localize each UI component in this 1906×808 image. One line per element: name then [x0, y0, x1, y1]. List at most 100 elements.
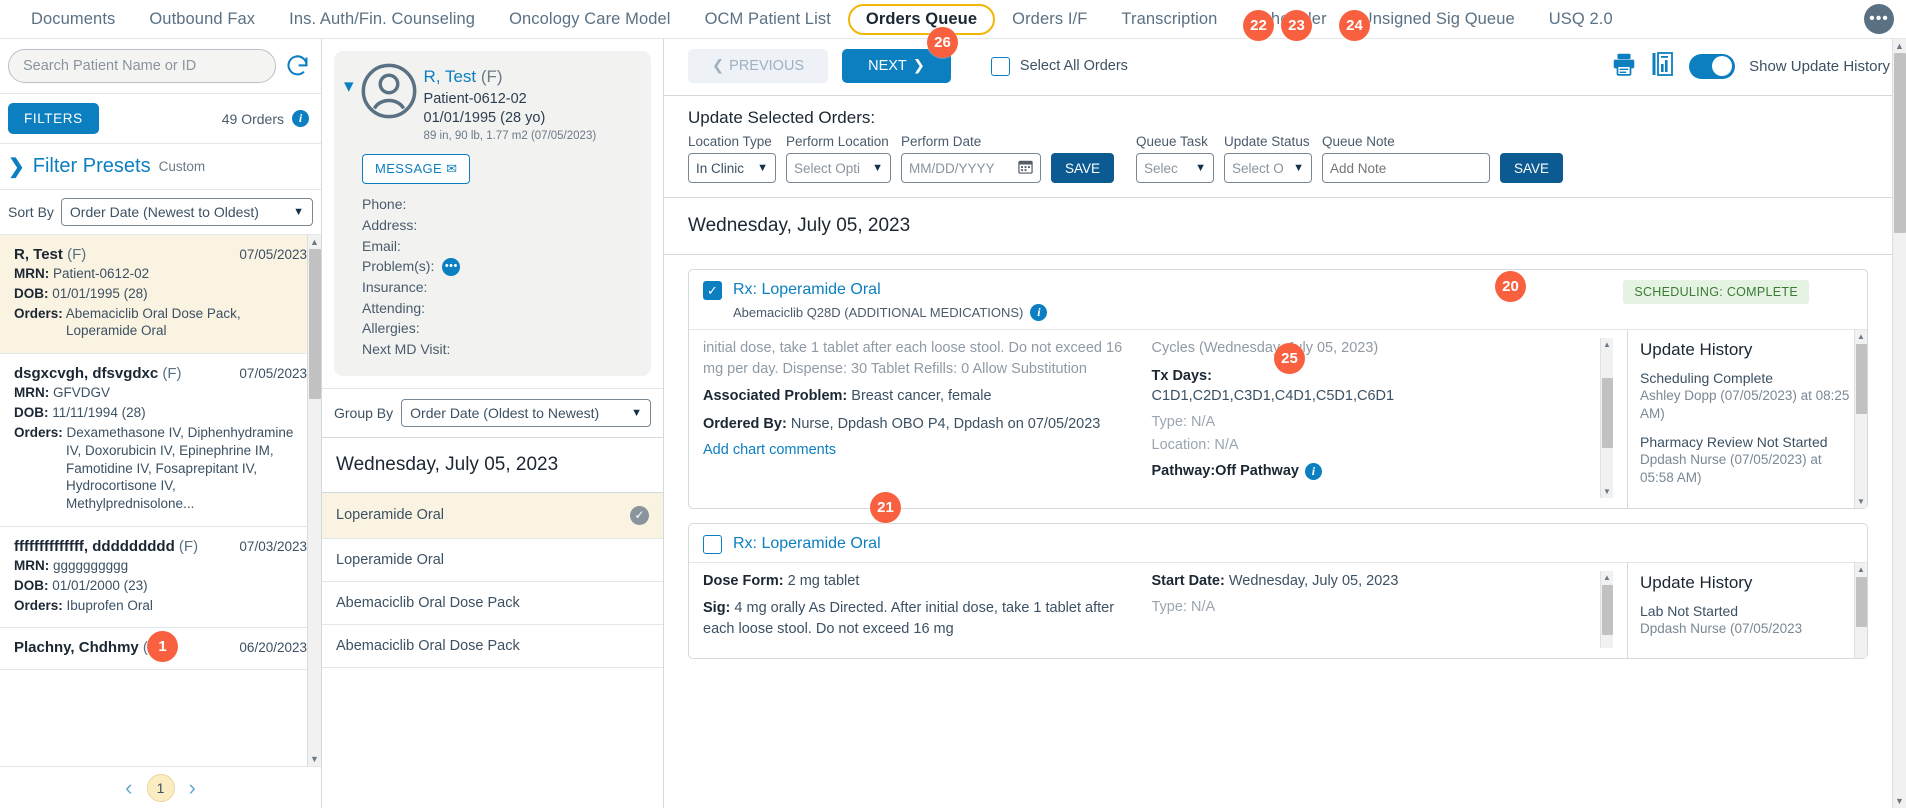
patient-name: ffffffffffffff, ddddddddd (F): [14, 538, 198, 555]
order-checkbox[interactable]: [703, 534, 722, 554]
nav-item-ins-auth[interactable]: Ins. Auth/Fin. Counseling: [289, 9, 476, 28]
patient-list-scrollbar[interactable]: ▲ ▼: [307, 235, 321, 766]
refresh-icon[interactable]: [284, 53, 311, 80]
nav-item-oncology-care-model[interactable]: Oncology Care Model: [509, 9, 671, 28]
order-checkbox[interactable]: ✓: [703, 281, 722, 300]
sort-by-select[interactable]: Order Date (Newest to Oldest) ▼: [60, 198, 313, 226]
filters-button[interactable]: FILTERS: [8, 103, 99, 134]
perform-date-input[interactable]: MM/DD/YYYY: [901, 153, 1041, 183]
orders-main-panel: ❮ PREVIOUS NEXT ❯ Select All Orders: [664, 39, 1906, 808]
queue-note-input[interactable]: [1322, 153, 1491, 183]
info-icon[interactable]: i: [1030, 304, 1048, 321]
mid-order-item[interactable]: Loperamide Oral ✓: [322, 492, 663, 539]
update-history-scrollbar[interactable]: ▲: [1854, 562, 1867, 659]
main-scrollbar[interactable]: ▲ ▼: [1892, 39, 1906, 808]
nav-item-transcription[interactable]: Transcription: [1121, 9, 1218, 28]
location-type-field: Location Type In Clinic ▼: [688, 134, 776, 183]
save-button-left[interactable]: SAVE: [1051, 153, 1115, 183]
patient-list-item[interactable]: dsgxcvgh, dfsvgdxc (F) 07/05/2023 MRN: G…: [0, 354, 321, 527]
calendar-icon[interactable]: [1018, 159, 1033, 177]
problems-more-icon[interactable]: •••: [442, 257, 461, 276]
save-button-right[interactable]: SAVE: [1500, 153, 1564, 183]
scroll-up-icon[interactable]: ▲: [1603, 340, 1611, 349]
perform-location-select[interactable]: Select Opti ▼: [786, 153, 891, 183]
order-type: Type: N/A: [1152, 412, 1587, 433]
scroll-up-icon[interactable]: ▲: [1857, 332, 1865, 341]
printer-icon[interactable]: [1611, 51, 1637, 82]
scroll-down-icon[interactable]: ▼: [310, 754, 319, 764]
add-chart-comments-link[interactable]: Add chart comments: [703, 442, 836, 459]
nav-item-ocm-patient-list[interactable]: OCM Patient List: [704, 9, 831, 28]
search-input[interactable]: [8, 49, 276, 83]
order-detail-scrollbar[interactable]: ▲ ▼: [1600, 338, 1613, 498]
more-options-icon[interactable]: •••: [1864, 4, 1894, 34]
chevron-right-icon[interactable]: ❯: [8, 156, 25, 178]
scroll-down-icon[interactable]: ▼: [1857, 496, 1865, 506]
perform-date-value: MM/DD/YYYY: [909, 160, 995, 176]
previous-button[interactable]: ❮ PREVIOUS: [688, 49, 829, 83]
patient-list-item[interactable]: R, Test (F) 07/05/2023 MRN: Patient-0612…: [0, 235, 321, 355]
group-by-select[interactable]: Order Date (Oldest to Newest) ▼: [401, 398, 651, 427]
order-detail-scrollbar[interactable]: ▲: [1600, 570, 1613, 649]
show-update-history-toggle[interactable]: [1689, 53, 1736, 79]
mid-order-item[interactable]: Abemaciclib Oral Dose Pack: [322, 625, 663, 668]
select-all-label: Select All Orders: [1019, 58, 1128, 74]
scroll-up-icon[interactable]: ▲: [310, 237, 319, 247]
pagination: ‹ 1 ›: [0, 766, 321, 808]
info-icon[interactable]: i: [1304, 462, 1322, 480]
dob-value: 11/11/1994 (28): [52, 405, 146, 421]
patient-mrn-line: MRN: GFVDGV: [14, 384, 307, 402]
chevron-down-icon[interactable]: ▾: [344, 76, 354, 97]
sig-value: 4 mg orally As Directed. After initial d…: [703, 600, 1115, 637]
queue-note-field: Queue Note: [1322, 134, 1491, 183]
mid-order-item[interactable]: Abemaciclib Oral Dose Pack: [322, 582, 663, 625]
nav-item-usq-2[interactable]: USQ 2.0: [1548, 9, 1613, 28]
location-value: N/A: [1214, 437, 1239, 454]
nav-item-documents[interactable]: Documents: [31, 9, 116, 28]
scroll-up-icon[interactable]: ▲: [1857, 564, 1865, 574]
start-date-value: Wednesday, July 05, 2023: [1228, 572, 1399, 589]
scroll-thumb[interactable]: [1856, 576, 1867, 627]
message-button[interactable]: MESSAGE ✉: [362, 154, 471, 185]
patient-field-email: Email:: [362, 236, 637, 257]
patient-detail-dob: 01/01/1995 (28 yo): [423, 109, 546, 126]
page-prev-icon[interactable]: ‹: [125, 774, 133, 800]
patient-field-allergies: Allergies:: [362, 318, 637, 339]
filter-presets-label[interactable]: Filter Presets: [32, 155, 151, 177]
report-chart-icon[interactable]: [1651, 51, 1675, 82]
scroll-thumb[interactable]: [1894, 53, 1906, 233]
patient-detail-name[interactable]: R, Test (F): [424, 67, 597, 87]
associated-problem-value: Breast cancer, female: [851, 388, 992, 405]
scroll-thumb[interactable]: [1602, 584, 1613, 635]
scroll-down-icon[interactable]: ▼: [1895, 796, 1904, 806]
order-title-group: Rx: Loperamide Oral Abemaciclib Q28D (AD…: [733, 281, 1048, 321]
scroll-down-icon[interactable]: ▼: [1603, 486, 1611, 496]
patient-list-item[interactable]: ffffffffffffff, ddddddddd (F) 07/03/2023…: [0, 527, 321, 629]
order-title[interactable]: Rx: Loperamide Oral: [733, 534, 881, 552]
nav-item-orders-queue[interactable]: Orders Queue: [847, 3, 996, 35]
patient-list[interactable]: R, Test (F) 07/05/2023 MRN: Patient-0612…: [0, 235, 321, 766]
nav-item-outbound-fax[interactable]: Outbound Fax: [149, 9, 256, 28]
scroll-thumb[interactable]: [1856, 344, 1867, 414]
scroll-up-icon[interactable]: ▲: [1895, 41, 1904, 51]
scroll-thumb[interactable]: [1602, 378, 1613, 448]
info-icon[interactable]: i: [292, 110, 309, 127]
select-all-checkbox[interactable]: [990, 56, 1010, 76]
order-dose-form: Dose Form: 2 mg tablet: [703, 571, 1138, 592]
update-history-scrollbar[interactable]: ▲ ▼: [1854, 330, 1867, 508]
location-type-select[interactable]: In Clinic ▼: [688, 153, 776, 183]
update-status-select[interactable]: Select O ▼: [1224, 153, 1313, 183]
page-number[interactable]: 1: [146, 773, 175, 802]
queue-task-select[interactable]: Selec ▼: [1136, 153, 1215, 183]
mrn-label: MRN:: [14, 385, 50, 401]
mid-order-item[interactable]: Loperamide Oral: [322, 539, 663, 582]
nav-item-unsigned-sig-queue[interactable]: Unsigned Sig Queue: [1360, 9, 1515, 28]
page-next-icon[interactable]: ›: [188, 774, 196, 800]
order-title[interactable]: Rx: Loperamide Oral: [733, 281, 881, 298]
patient-detail-card: ▾ R, Test (F) Patient-0612-02 01/01/1995…: [334, 51, 651, 376]
location-type-label: Location Type: [688, 134, 772, 149]
scroll-thumb[interactable]: [309, 249, 321, 399]
nav-item-orders-if[interactable]: Orders I/F: [1012, 9, 1088, 28]
field-label: Allergies:: [362, 320, 420, 337]
scroll-up-icon[interactable]: ▲: [1603, 572, 1611, 582]
